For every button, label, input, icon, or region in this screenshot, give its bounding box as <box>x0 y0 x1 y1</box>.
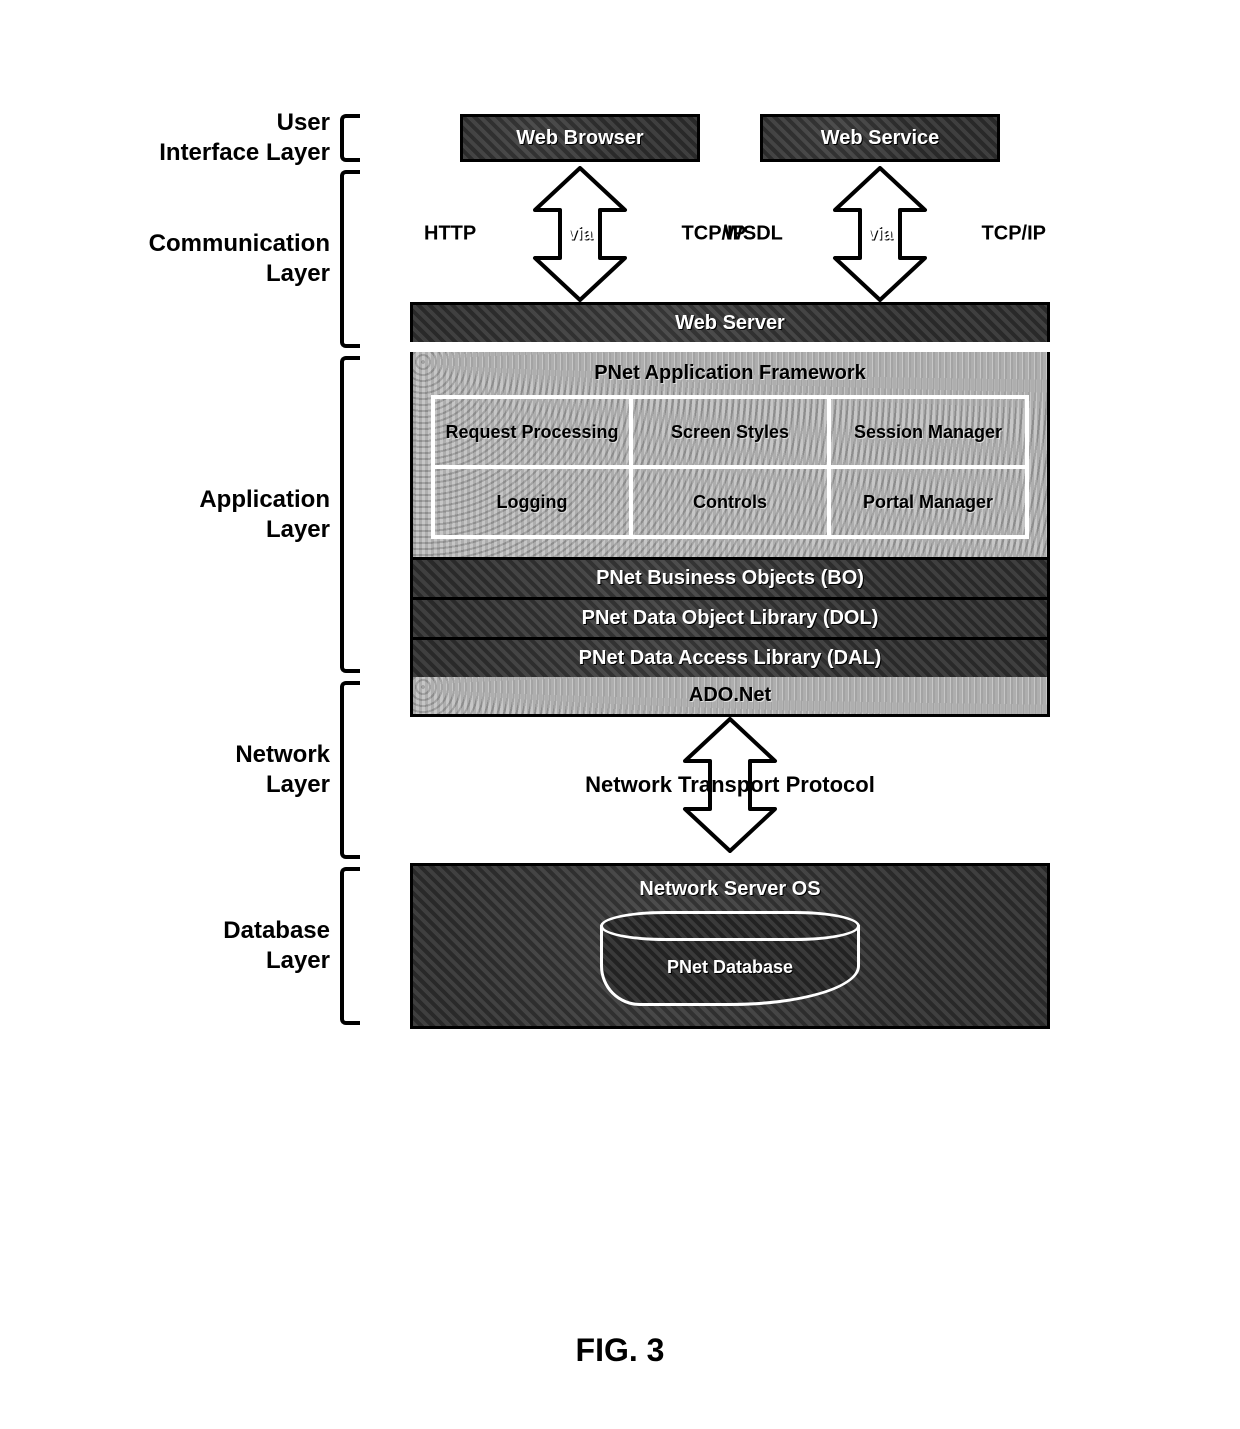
web-browser-box: Web Browser <box>460 114 700 162</box>
bracket-icon <box>340 356 360 673</box>
pnet-framework-box: PNet Application Framework Request Proce… <box>413 352 1047 560</box>
framework-cell: Portal Manager <box>829 467 1027 537</box>
ado-net-bar: ADO.Net <box>413 677 1047 714</box>
wsdl-arrow-cell: WSDL via TCP/IP <box>760 166 1000 302</box>
framework-title: PNet Application Framework <box>431 358 1029 395</box>
wsdl-label-via: via <box>867 224 892 245</box>
bracket-icon <box>340 170 360 348</box>
app-layer-label: Application Layer <box>199 485 330 545</box>
net-arrow-area: Network Transport Protocol <box>410 717 1050 853</box>
framework-cell: Screen Styles <box>631 397 829 467</box>
ado-stack: ADO.Net <box>410 677 1050 717</box>
comm-layer-label-line2: Layer <box>266 260 330 287</box>
app-layer-label-line2: Layer <box>266 516 330 543</box>
app-stack: PNet Application Framework Request Proce… <box>410 352 1050 677</box>
db-layer-label-line2: Layer <box>266 947 330 974</box>
wsdl-label-left: WSDL <box>724 223 783 246</box>
http-arrow-cell: HTTP via TCP/IP <box>460 166 700 302</box>
bracket-icon <box>340 681 360 859</box>
pnet-dol-bar: PNet Data Object Library (DOL) <box>413 600 1047 640</box>
http-label-left: HTTP <box>424 223 476 246</box>
web-service-box: Web Service <box>760 114 1000 162</box>
database-label: PNet Database <box>600 957 860 978</box>
pnet-dal-bar: PNet Data Access Library (DAL) <box>413 640 1047 677</box>
web-server-stacktop: Web Server <box>410 302 1050 342</box>
ui-layer-row: User Interface Layer Web Browser Web Ser… <box>130 110 1090 166</box>
framework-cell: Controls <box>631 467 829 537</box>
net-layer-label-line2: Layer <box>266 771 330 798</box>
app-layer-label-line1: Application <box>199 486 330 513</box>
framework-grid: Request Processing Screen Styles Session… <box>431 395 1029 539</box>
comm-layer-label-line1: Communication <box>149 230 330 257</box>
database-cylinder-icon: PNet Database <box>600 911 860 1006</box>
ui-layer-label-line1: User <box>277 109 330 136</box>
architecture-diagram: User Interface Layer Web Browser Web Ser… <box>130 110 1090 1029</box>
framework-cell: Request Processing <box>433 397 631 467</box>
bracket-icon <box>340 867 360 1025</box>
web-server-bar: Web Server <box>413 305 1047 342</box>
http-label-via: via <box>567 224 592 245</box>
network-server-os-title: Network Server OS <box>423 874 1037 911</box>
framework-cell: Session Manager <box>829 397 1027 467</box>
ui-layer-label: User Interface Layer <box>159 108 330 168</box>
ui-layer-label-line2: Interface Layer <box>159 139 330 166</box>
net-arrow-label: Network Transport Protocol <box>570 772 890 798</box>
net-layer-label: Network Layer <box>235 740 330 800</box>
comm-layer-label: Communication Layer <box>149 229 330 289</box>
db-layer-label-line1: Database <box>223 917 330 944</box>
app-layer-row: Application Layer PNet Application Frame… <box>130 352 1090 677</box>
wsdl-label-right: TCP/IP <box>982 223 1046 246</box>
db-layer-row: Database Layer Network Server OS PNet Da… <box>130 863 1090 1029</box>
page: User Interface Layer Web Browser Web Ser… <box>0 0 1240 1429</box>
network-server-os-box: Network Server OS PNet Database <box>410 863 1050 1029</box>
db-layer-label: Database Layer <box>223 916 330 976</box>
comm-layer-row: Communication Layer HTTP via TCP/IP WSDL <box>130 166 1090 352</box>
pnet-bo-bar: PNet Business Objects (BO) <box>413 560 1047 600</box>
net-layer-row: Network Layer ADO.Net Network Transport … <box>130 677 1090 863</box>
framework-cell: Logging <box>433 467 631 537</box>
figure-caption: FIG. 3 <box>0 1332 1240 1369</box>
bracket-icon <box>340 114 360 162</box>
net-layer-label-line1: Network <box>235 741 330 768</box>
